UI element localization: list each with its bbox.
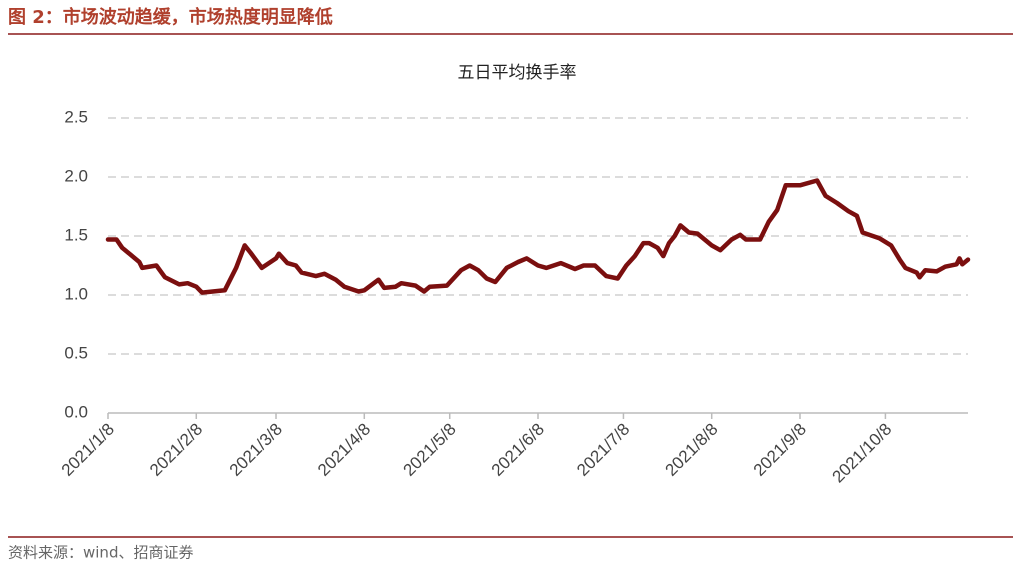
source-note: 资料来源：wind、招商证券	[8, 544, 193, 562]
x-tick-label: 2021/1/8	[58, 420, 118, 480]
y-tick-label: 1.0	[64, 284, 88, 303]
x-tick-label: 2021/6/8	[488, 420, 548, 480]
x-tick-label: 2021/5/8	[399, 420, 459, 480]
y-tick-label: 1.5	[64, 225, 88, 244]
figure-caption: 图 2：市场波动趋缓，市场热度明显降低	[8, 6, 333, 28]
y-tick-label: 0.0	[64, 402, 88, 421]
y-tick-label: 0.5	[64, 343, 88, 362]
x-tick-label: 2021/7/8	[573, 420, 633, 480]
x-tick-label: 2021/3/8	[226, 420, 286, 480]
x-tick-label: 2021/8/8	[661, 420, 721, 480]
x-tick-label: 2021/10/8	[828, 420, 895, 487]
chart-title: 五日平均换手率	[458, 63, 577, 83]
x-tick-label: 2021/2/8	[146, 420, 206, 480]
y-tick-label: 2.0	[64, 166, 88, 185]
y-tick-label: 2.5	[64, 107, 88, 126]
data-line	[105, 178, 971, 295]
x-tick-label: 2021/9/8	[750, 420, 810, 480]
x-tick-label: 2021/4/8	[314, 420, 374, 480]
